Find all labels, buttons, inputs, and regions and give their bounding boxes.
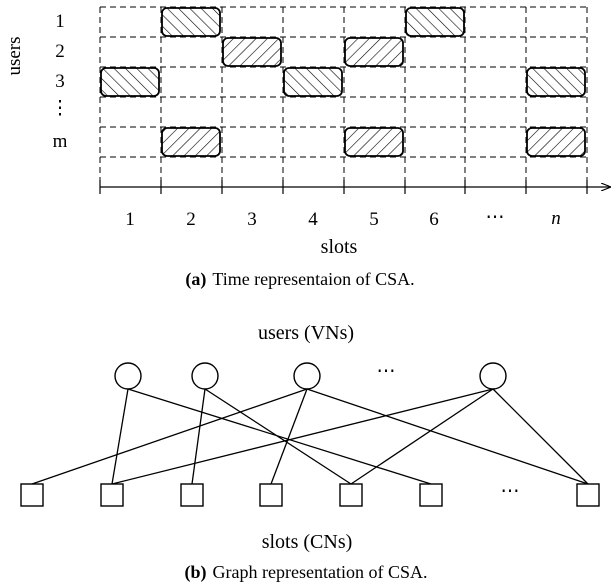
cn-ellipsis: ⋯	[501, 481, 520, 502]
caption-a-tag: (a)	[185, 269, 206, 290]
packet-user1-slot6	[405, 7, 465, 37]
check-node-CN1	[20, 483, 44, 507]
edge-VN2-CN3	[191, 388, 206, 485]
check-node-CN5	[339, 483, 363, 507]
packet-user2-slot3	[222, 37, 282, 67]
packet-userm-slot2	[161, 127, 221, 157]
node-layer	[20, 362, 600, 507]
slot-label-n: n	[551, 208, 561, 229]
edge-layer	[31, 388, 589, 485]
packet-user3-slot4	[283, 67, 343, 97]
caption-a-text: Time representaion of CSA.	[212, 269, 414, 289]
slot-label-4: 4	[308, 209, 318, 230]
cn-row-label: slots (CNs)	[262, 531, 353, 553]
packet-userm-slot8	[526, 127, 586, 157]
packet-layer	[100, 7, 586, 157]
packet-user3-slot1	[100, 67, 160, 97]
slot-grid	[99, 6, 588, 187]
x-axis-label: slots	[321, 236, 358, 258]
edge-VNm-CN5	[350, 388, 494, 485]
user-label-vdots: ⋮	[51, 98, 70, 119]
edge-VN1-CN6	[127, 388, 432, 485]
caption-b-text: Graph representation of CSA.	[213, 562, 428, 582]
check-node-CN3	[180, 483, 204, 507]
variable-node-VN2	[191, 362, 219, 390]
vn-ellipsis: ⋯	[377, 361, 396, 382]
slot-label-3: 3	[247, 209, 257, 230]
packet-userm-slot5	[344, 127, 404, 157]
edge-VNm-CN2	[111, 388, 494, 485]
time-diagram: users 1 2 3 ⋮ m 1 2 3 4 5 6 ⋯ n slots (a…	[4, 6, 610, 290]
edge-VN3-CNn	[306, 388, 589, 485]
vn-row-label: users (VNs)	[258, 322, 354, 344]
caption-b: (b) Graph representation of CSA.	[185, 562, 428, 583]
edge-VN3-CN1	[31, 388, 308, 485]
variable-node-VN3	[293, 362, 321, 390]
edge-VN2-CN5	[204, 388, 352, 485]
slot-label-ellipsis: ⋯	[486, 207, 505, 228]
check-node-CN2	[100, 483, 124, 507]
edge-VN1-CN2	[111, 388, 129, 485]
packet-user2-slot5	[344, 37, 404, 67]
variable-node-VNm	[479, 362, 507, 390]
packet-user1-slot2	[161, 7, 221, 37]
y-axis-label: users	[4, 36, 25, 75]
graph-diagram: users (VNs) ⋯ ⋯ slots (CNs) (b) Graph rep…	[20, 322, 600, 583]
edge-VN3-CN4	[270, 388, 308, 485]
check-node-CN6	[419, 483, 443, 507]
packet-user3-slot8	[526, 67, 586, 97]
user-label-3: 3	[55, 71, 65, 92]
edge-VNm-CNn	[492, 388, 589, 485]
check-node-CN4	[259, 483, 283, 507]
user-label-1: 1	[55, 11, 65, 32]
slot-label-6: 6	[429, 209, 439, 230]
caption-b-tag: (b)	[185, 562, 207, 583]
slot-label-2: 2	[186, 209, 196, 230]
check-node-CNn	[576, 483, 600, 507]
user-label-m: m	[53, 131, 68, 152]
caption-a: (a) Time representaion of CSA.	[185, 269, 414, 290]
slot-label-1: 1	[125, 209, 135, 230]
slot-label-5: 5	[369, 209, 379, 230]
variable-node-VN1	[114, 362, 142, 390]
time-axis-ticks	[99, 180, 588, 194]
user-label-2: 2	[55, 41, 65, 62]
